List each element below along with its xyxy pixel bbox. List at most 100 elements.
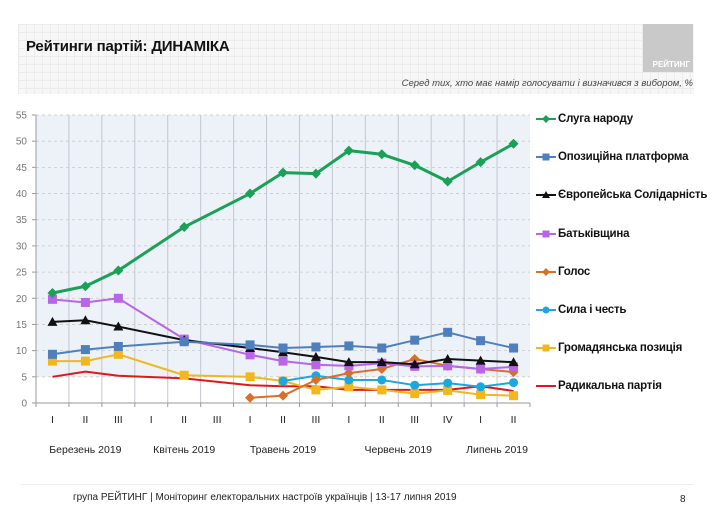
x-tick-label: II <box>181 414 187 426</box>
legend-label: Слуга народу <box>558 113 633 125</box>
data-point <box>475 157 486 168</box>
data-point <box>113 321 124 331</box>
data-point <box>113 293 123 303</box>
data-point <box>47 316 58 326</box>
y-tick-label: 25 <box>16 268 28 279</box>
data-point <box>179 222 190 233</box>
logo: РЕЙТИНГ <box>643 24 693 72</box>
legend-label: Громадянська позиція <box>558 342 683 355</box>
x-tick-label: III <box>213 414 222 426</box>
series-7 <box>47 349 519 401</box>
y-tick-label: 10 <box>16 346 28 357</box>
data-point <box>443 378 453 388</box>
data-point <box>410 389 420 399</box>
y-tick-label: 50 <box>16 137 28 148</box>
legend-label: Радикальна партія <box>558 380 662 393</box>
data-point <box>443 385 453 395</box>
legend-swatch <box>536 191 556 199</box>
x-tick-label: I <box>479 414 482 426</box>
data-point <box>245 340 255 350</box>
data-point <box>344 341 354 351</box>
y-tick-label: 40 <box>16 189 28 200</box>
data-point <box>476 390 486 400</box>
legend-label: Батьківщина <box>558 227 630 240</box>
data-point <box>476 336 486 346</box>
data-point <box>508 138 519 149</box>
data-point <box>278 167 288 178</box>
data-point <box>343 368 354 379</box>
series-line <box>282 374 514 388</box>
page-title: Рейтинги партій: ДИНАМІКА <box>26 38 230 55</box>
data-point <box>509 343 519 353</box>
data-point <box>245 392 256 403</box>
data-point <box>344 375 354 385</box>
data-point <box>179 370 189 380</box>
data-point <box>278 343 288 353</box>
legend-label: Опозиційна платформа <box>558 151 689 164</box>
data-point <box>410 380 420 390</box>
series-3 <box>47 315 519 369</box>
data-point <box>311 360 321 370</box>
legend-label: Голос <box>558 265 591 278</box>
data-point <box>245 350 255 360</box>
data-point <box>475 355 486 365</box>
y-tick-label: 55 <box>16 111 28 122</box>
data-point <box>509 391 519 401</box>
data-point <box>409 354 420 365</box>
data-point <box>344 382 354 392</box>
footer-divider <box>20 484 693 485</box>
header-band <box>18 24 694 94</box>
legend-item: Громадянська позиція <box>536 341 682 355</box>
legend-item: Радикальна партія <box>536 379 662 393</box>
data-point <box>509 378 519 388</box>
data-point <box>508 357 519 367</box>
y-tick-label: 45 <box>16 163 28 174</box>
data-point <box>311 342 321 352</box>
data-point <box>310 374 321 385</box>
data-point <box>311 385 321 395</box>
month-label: Липень 2019 <box>466 444 528 456</box>
legend-item: Голос <box>536 265 590 279</box>
data-point <box>80 345 90 355</box>
legend-swatch <box>536 306 556 314</box>
legend-item: Батьківщина <box>536 227 630 241</box>
x-tick-label: III <box>312 414 321 426</box>
x-tick-label: I <box>51 414 54 426</box>
legend-swatch <box>536 230 556 238</box>
data-point <box>310 168 321 179</box>
chart-subtitle: Серед тих, хто має намір голосувати і ви… <box>401 78 693 89</box>
data-point <box>409 160 420 171</box>
data-point <box>278 356 288 366</box>
data-point <box>376 149 387 160</box>
series-1 <box>47 138 519 299</box>
x-tick-label: I <box>347 414 350 426</box>
legend-swatch <box>536 385 556 388</box>
x-tick-label: II <box>82 414 88 426</box>
x-tick-label: II <box>511 414 517 426</box>
data-point <box>443 361 453 371</box>
data-point <box>80 297 90 307</box>
legend-item: Опозиційна платформа <box>536 150 688 164</box>
data-point <box>47 349 57 359</box>
data-point <box>47 288 58 299</box>
data-point <box>409 359 420 369</box>
data-point <box>377 375 387 385</box>
data-point <box>278 376 288 386</box>
y-tick-label: 20 <box>16 294 28 305</box>
data-point <box>278 390 288 401</box>
data-point <box>476 382 486 392</box>
data-point <box>377 343 387 353</box>
data-point <box>343 145 354 156</box>
data-point <box>80 281 91 292</box>
logo-text: РЕЙТИНГ <box>652 60 690 69</box>
data-point <box>443 327 453 337</box>
footer-text: група РЕЙТИНГ | Моніторинг електоральних… <box>73 492 457 503</box>
month-label: Квітень 2019 <box>153 444 215 456</box>
data-point <box>80 315 91 325</box>
legend-label: Сила і честь <box>558 304 627 316</box>
month-label: Травень 2019 <box>250 444 317 456</box>
data-point <box>179 337 189 347</box>
x-tick-label: I <box>150 414 153 426</box>
x-tick-label: II <box>379 414 385 426</box>
